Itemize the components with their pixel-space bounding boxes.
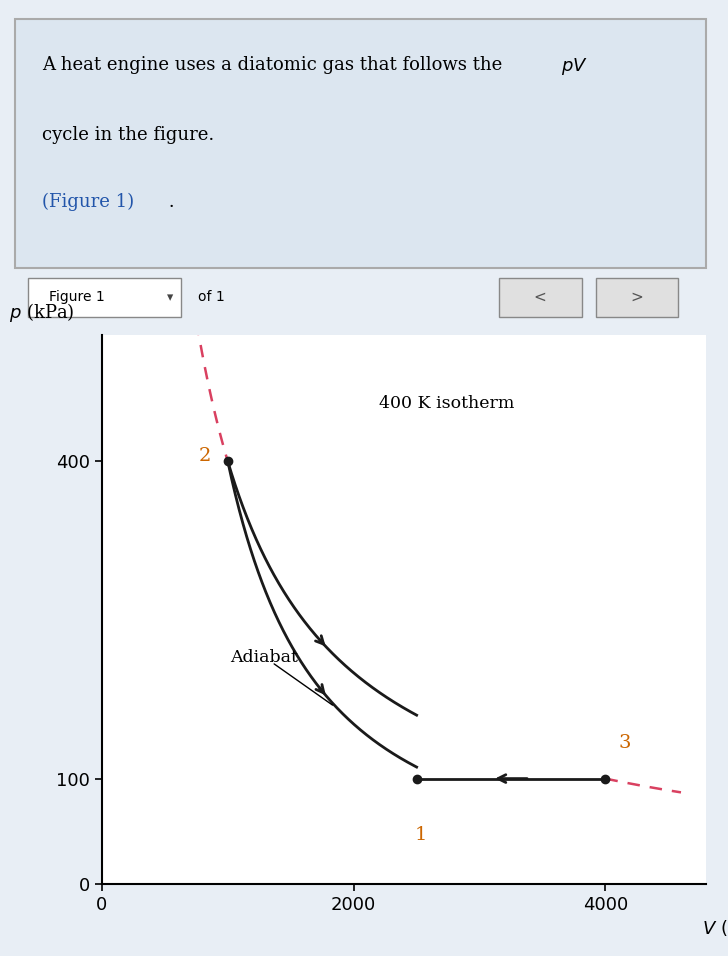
Text: cycle in the figure.: cycle in the figure. — [42, 126, 215, 144]
Text: A heat engine uses a diatomic gas that follows the: A heat engine uses a diatomic gas that f… — [42, 56, 508, 75]
FancyBboxPatch shape — [28, 278, 181, 316]
Text: (Figure 1): (Figure 1) — [42, 193, 135, 211]
FancyBboxPatch shape — [596, 278, 678, 316]
Text: 1: 1 — [414, 826, 427, 844]
X-axis label: $V\ \mathrm{(cm^3)}$: $V\ \mathrm{(cm^3)}$ — [702, 918, 728, 940]
Text: $pV$: $pV$ — [561, 56, 587, 77]
Text: <: < — [534, 290, 547, 305]
Text: Figure 1: Figure 1 — [50, 291, 105, 304]
Text: of 1: of 1 — [198, 291, 224, 304]
Text: 3: 3 — [618, 734, 630, 752]
Y-axis label: $p$ (kPa): $p$ (kPa) — [9, 300, 74, 324]
FancyBboxPatch shape — [499, 278, 582, 316]
Text: 400 K isotherm: 400 K isotherm — [379, 395, 514, 412]
Text: Adiabat: Adiabat — [230, 648, 298, 665]
Text: 2: 2 — [199, 447, 211, 466]
FancyBboxPatch shape — [15, 19, 706, 268]
Text: ▾: ▾ — [163, 291, 173, 304]
Text: .: . — [163, 193, 175, 211]
Text: >: > — [630, 290, 644, 305]
